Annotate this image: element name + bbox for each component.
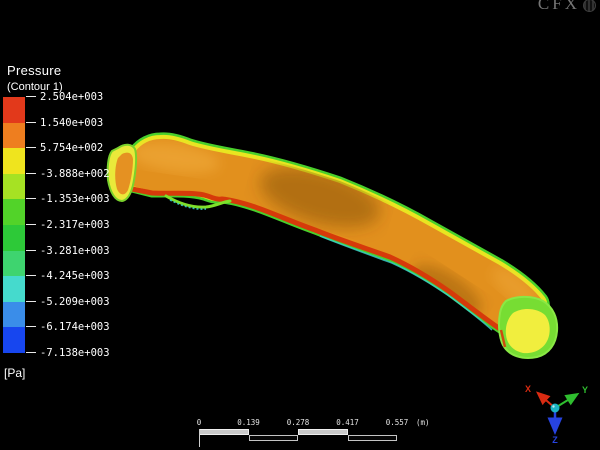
left-endplate-face — [115, 152, 133, 195]
right-endplate-face — [505, 309, 550, 354]
triad-origin-ball — [550, 403, 560, 413]
cfx-logo: CFX — [538, 0, 596, 14]
legend-tick-mark — [26, 224, 36, 225]
cfx-globe-icon — [583, 0, 596, 12]
legend-tick-label: 2.504e+003 — [40, 90, 104, 103]
legend-tick-mark — [26, 121, 36, 123]
legend-tick-label: -2.317e+003 — [40, 218, 110, 231]
right-endplate-red-sliver — [499, 329, 507, 348]
legend-tick-label: -3.281e+003 — [40, 244, 110, 257]
legend-tick-mark — [26, 172, 36, 174]
legend-tick-mark — [26, 275, 36, 277]
ruler-tick-label: 0 — [196, 418, 202, 427]
legend-tick-label: -7.138e+003 — [40, 346, 110, 359]
y-axis-label: Y — [582, 385, 588, 395]
legend-tick-label: 5.754e+002 — [40, 141, 104, 154]
legend-tick-mark — [26, 300, 36, 302]
legend-color-band — [3, 97, 25, 123]
legend-color-band — [3, 122, 25, 149]
legend-tick-label: -5.209e+003 — [40, 295, 110, 308]
legend-tick-label: -6.174e+003 — [40, 321, 110, 334]
z-axis-label: Z — [552, 435, 558, 445]
legend-tick-mark — [26, 147, 36, 149]
leading-edge-red-stripe — [129, 186, 503, 332]
cfx-logo-text: CFX — [537, 0, 580, 13]
ruler-segment — [248, 435, 298, 441]
legend-color-band — [3, 199, 25, 225]
ruler-tick-label: 0.417 — [336, 418, 359, 427]
legend-unit: [Pa] — [4, 366, 26, 380]
ruler-segment — [298, 429, 348, 435]
ruler-segment — [199, 429, 249, 435]
ruler-segment — [347, 435, 397, 441]
legend-color-band — [3, 224, 25, 251]
legend-tick-mark — [26, 249, 36, 251]
legend-title: Pressure — [7, 63, 62, 78]
legend-tick-mark — [26, 326, 36, 328]
wiggle-green-band — [164, 194, 232, 209]
x-axis-label: X — [525, 384, 531, 394]
legend-panel: Pressure (Contour 1) 2.504e+003 1.540e+00… — [3, 62, 110, 380]
legend-tick-mark — [26, 96, 36, 97]
legend-tick-mark — [26, 198, 36, 200]
legend-tick-label: -1.353e+003 — [40, 193, 110, 206]
legend-tick-label: -4.245e+003 — [40, 269, 110, 282]
legend-color-band — [3, 148, 25, 174]
ruler-tick-label: 0.557 — [385, 418, 409, 427]
legend-color-band — [3, 250, 25, 277]
legend-color-band — [3, 327, 25, 353]
legend-color-band — [3, 301, 25, 328]
triad-origin-glint — [552, 405, 555, 408]
ruler-tick-label: 0.139 — [237, 418, 260, 427]
legend-tick-label: -3.888e+002 — [40, 167, 110, 180]
surface-highlight-left — [130, 142, 220, 174]
ruler-zero-tick — [199, 429, 200, 447]
legend-tick-label: 1.540e+003 — [40, 116, 104, 129]
legend-color-band — [3, 276, 25, 302]
axis-triad: X Y Z — [525, 384, 588, 445]
legend-colorbar — [3, 97, 25, 353]
legend-subtitle: (Contour 1) — [7, 81, 63, 93]
scale-ruler: 0 0.139 0.278 0.417 0.557 (m) — [195, 417, 435, 449]
legend-color-band — [3, 173, 25, 200]
ruler-tick-label: 0.278 — [286, 418, 310, 427]
underside-cyan-edge — [319, 235, 493, 331]
ruler-unit: (m) — [416, 418, 430, 427]
legend-tick-mark — [26, 352, 36, 353]
